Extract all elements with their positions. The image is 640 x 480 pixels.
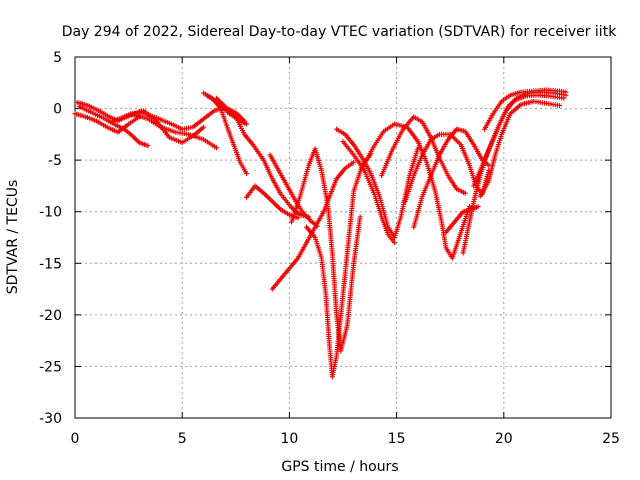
series-track-05 xyxy=(128,111,220,151)
data-point xyxy=(357,214,363,220)
y-tick-label: -5 xyxy=(48,153,62,169)
data-point xyxy=(145,143,151,149)
x-tick-label: 0 xyxy=(71,431,80,447)
series-track-01 xyxy=(72,111,142,135)
data-point xyxy=(462,190,468,196)
data-point xyxy=(563,89,569,95)
y-tick-label: -25 xyxy=(39,359,62,375)
series-track-13 xyxy=(289,146,363,354)
series-track-12 xyxy=(269,159,357,292)
series-track-14 xyxy=(304,151,374,380)
y-tick-label: 0 xyxy=(53,102,62,118)
grid-lines xyxy=(75,57,611,418)
series-track-07 xyxy=(201,90,250,177)
x-tick-label: 10 xyxy=(280,431,298,447)
tick-labels: 0 5 10 15 20 25 -30 -25 -20 -15 -10 -5 0 5 xyxy=(39,50,620,447)
data-points xyxy=(72,87,569,380)
series-track-25 xyxy=(482,87,569,132)
y-tick-label: -15 xyxy=(39,256,62,272)
y-tick-label: -30 xyxy=(39,411,62,427)
axis-ticks xyxy=(74,56,612,419)
plot-frame xyxy=(74,56,612,419)
x-tick-label: 25 xyxy=(602,431,620,447)
data-point xyxy=(201,124,207,130)
y-tick-label: 5 xyxy=(53,50,62,66)
data-point xyxy=(295,215,301,221)
x-tick-label: 20 xyxy=(495,431,513,447)
y-tick-label: -20 xyxy=(39,308,62,324)
data-point xyxy=(214,145,220,151)
x-tick-label: 5 xyxy=(178,431,187,447)
series-track-22 xyxy=(460,92,567,256)
x-tick-label: 15 xyxy=(388,431,406,447)
data-point xyxy=(244,171,250,177)
y-tick-label: -10 xyxy=(39,205,62,221)
chart-title: Day 294 of 2022, Sidereal Day-to-day VTE… xyxy=(62,24,617,40)
y-axis-label: SDTVAR / TECUs xyxy=(5,180,21,295)
series-track-03 xyxy=(76,104,151,149)
series-track-24 xyxy=(477,98,563,199)
x-axis-label: GPS time / hours xyxy=(281,459,398,475)
data-point xyxy=(351,159,357,165)
data-point xyxy=(557,102,563,108)
series-track-16 xyxy=(340,139,397,246)
series-track-10 xyxy=(244,183,301,221)
data-point xyxy=(475,204,481,210)
series-track-09 xyxy=(214,95,312,220)
data-point xyxy=(244,121,250,127)
data-point xyxy=(391,240,397,246)
series-track-20 xyxy=(411,126,492,230)
